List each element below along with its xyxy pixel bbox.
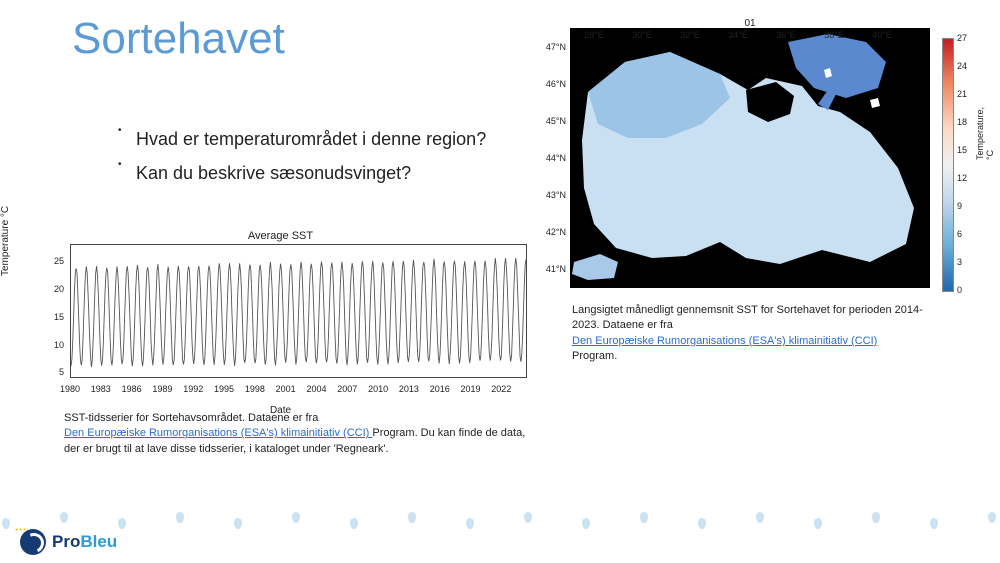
footer-dot-icon: [582, 518, 590, 529]
map-y-tick: 41°N: [546, 264, 566, 274]
x-tick: 2019: [456, 384, 486, 394]
caption-right: Langsigtet månedligt gennemsnit SST for …: [572, 303, 942, 365]
plot-area: [70, 244, 527, 378]
footer-dot-icon: [408, 512, 416, 523]
sst-map: [570, 28, 930, 288]
footer-dots: [0, 509, 1000, 529]
y-tick: 5: [46, 367, 64, 377]
x-tick: 2001: [271, 384, 301, 394]
map-x-tick: 30°E: [632, 30, 652, 40]
x-tick: 1992: [178, 384, 208, 394]
x-tick: 2022: [486, 384, 516, 394]
probleu-logo: ⋆⋆⋆ ProBleu: [20, 529, 117, 555]
slide: Sortehavet Hvad er temperaturområdet i d…: [0, 0, 1000, 563]
footer-dot-icon: [930, 518, 938, 529]
map-x-tick: 34°E: [728, 30, 748, 40]
map-y-tick: 42°N: [546, 227, 566, 237]
y-tick: 25: [46, 256, 64, 266]
map-y-tick: 43°N: [546, 190, 566, 200]
footer-dot-icon: [176, 512, 184, 523]
colorbar-tick: 12: [957, 173, 975, 183]
x-tick: 1983: [86, 384, 116, 394]
caption-left: SST-tidsserier for Sortehavsområdet. Dat…: [64, 411, 534, 457]
colorbar-tick: 18: [957, 117, 975, 127]
footer-dot-icon: [814, 518, 822, 529]
y-tick: 10: [46, 340, 64, 350]
esa-cci-link[interactable]: Den Europæiske Rumorganisations (ESA's) …: [64, 427, 372, 439]
colorbar-tick: 27: [957, 33, 975, 43]
footer-dot-icon: [988, 512, 996, 523]
colorbar-label: Temperature, °C: [975, 107, 995, 160]
map-svg: [570, 28, 930, 288]
footer-dot-icon: [60, 512, 68, 523]
logo-bleu: Bleu: [80, 532, 117, 551]
chart-title: Average SST: [28, 230, 533, 242]
colorbar-tick: 3: [957, 257, 975, 267]
footer-dot-icon: [118, 518, 126, 529]
footer-dot-icon: [872, 512, 880, 523]
footer-dot-icon: [2, 518, 10, 529]
logo-pro: Pro: [52, 532, 80, 551]
x-tick: 2010: [363, 384, 393, 394]
x-tick: 2004: [301, 384, 331, 394]
footer-dot-icon: [756, 512, 764, 523]
esa-cci-link[interactable]: Den Europæiske Rumorganisations (ESA's) …: [572, 335, 877, 347]
chart-ylabel: Temperature °C: [0, 206, 11, 276]
map-x-tick: 28°E: [584, 30, 604, 40]
bullet-list: Hvad er temperaturområdet i denne region…: [78, 126, 538, 194]
colorbar-tick: 0: [957, 285, 975, 295]
footer-dot-icon: [698, 518, 706, 529]
page-title: Sortehavet: [72, 14, 285, 64]
colorbar-tick: 21: [957, 89, 975, 99]
caption-text: Program: [372, 427, 414, 439]
map-x-tick: 36°E: [776, 30, 796, 40]
y-tick: 15: [46, 312, 64, 322]
map-y-tick: 46°N: [546, 79, 566, 89]
colorbar: [942, 38, 954, 292]
colorbar-tick: 24: [957, 61, 975, 71]
footer-dot-icon: [292, 512, 300, 523]
map-x-tick: 38°E: [824, 30, 844, 40]
map-x-tick: 32°E: [680, 30, 700, 40]
footer-dot-icon: [234, 518, 242, 529]
logo-text: ProBleu: [52, 532, 117, 552]
logo-mark-icon: [20, 529, 46, 555]
caption-text: SST-tidsserier for Sortehavsområdet. Dat…: [64, 412, 318, 424]
sst-line-chart: Average SST Temperature °C Date 19801983…: [28, 232, 533, 400]
x-tick: 1989: [147, 384, 177, 394]
map-y-tick: 47°N: [546, 42, 566, 52]
map-y-tick: 45°N: [546, 116, 566, 126]
chart-svg: [71, 245, 526, 377]
footer-dot-icon: [350, 518, 358, 529]
footer-dot-icon: [524, 512, 532, 523]
caption-text: Langsigtet månedligt gennemsnit SST for …: [572, 304, 923, 331]
bullet-item: Hvad er temperaturområdet i denne region…: [118, 126, 538, 154]
x-tick: 1995: [209, 384, 239, 394]
y-tick: 20: [46, 284, 64, 294]
caption-text: Program: [572, 350, 614, 362]
map-y-tick: 44°N: [546, 153, 566, 163]
colorbar-tick: 15: [957, 145, 975, 155]
x-tick: 1998: [240, 384, 270, 394]
x-tick: 1986: [117, 384, 147, 394]
colorbar-tick: 6: [957, 229, 975, 239]
caption-text: .: [614, 350, 617, 362]
x-tick: 1980: [55, 384, 85, 394]
colorbar-tick: 9: [957, 201, 975, 211]
map-x-tick: 40°E: [872, 30, 892, 40]
x-tick: 2016: [425, 384, 455, 394]
bullet-item: Kan du beskrive sæsonudsvinget?: [118, 160, 538, 188]
footer-dot-icon: [640, 512, 648, 523]
x-tick: 2013: [394, 384, 424, 394]
x-tick: 2007: [332, 384, 362, 394]
footer-dot-icon: [466, 518, 474, 529]
